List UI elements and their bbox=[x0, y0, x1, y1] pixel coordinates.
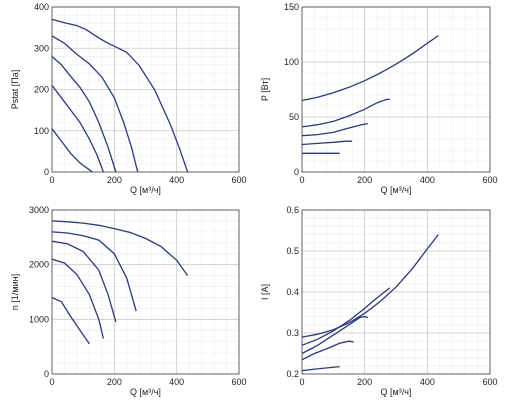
y-tick-label: 0.3 bbox=[286, 328, 299, 338]
plot-frame bbox=[51, 6, 240, 173]
series-line-3 bbox=[301, 122, 368, 137]
series-line-2 bbox=[301, 98, 390, 128]
x-tick-label: 200 bbox=[357, 175, 372, 185]
y-tick-label: 0.5 bbox=[286, 246, 299, 256]
series-line-5 bbox=[51, 128, 93, 173]
series-line-3 bbox=[51, 56, 117, 173]
x-tick-label: 600 bbox=[231, 175, 246, 185]
x-tick-label: 0 bbox=[299, 175, 304, 185]
y-tick-label: 0 bbox=[44, 167, 49, 177]
y-tick-label: 300 bbox=[34, 43, 49, 53]
series-line-1 bbox=[51, 220, 189, 276]
y-tick-label: 200 bbox=[34, 85, 49, 95]
y-axis-label: Pstat [Па] bbox=[10, 70, 20, 110]
series-line-3 bbox=[301, 315, 368, 355]
series-line-4 bbox=[51, 258, 105, 339]
chart-current: 0 200 400 600 0.2 0.3 0.4 0.5 0.6 Q [м³/ч] I [A] bbox=[260, 205, 498, 397]
x-tick-label: 0 bbox=[299, 377, 304, 387]
series-line-5 bbox=[51, 296, 90, 345]
series-line-1 bbox=[301, 234, 439, 338]
x-tick-label: 200 bbox=[107, 175, 122, 185]
series-line-4 bbox=[51, 85, 105, 173]
y-axis-label: n [1/мин] bbox=[10, 274, 20, 310]
y-tick-label: 1000 bbox=[29, 314, 49, 324]
series-line-2 bbox=[51, 35, 139, 173]
x-tick-label: 0 bbox=[49, 175, 54, 185]
x-tick-label: 600 bbox=[482, 377, 497, 387]
x-axis-label: Q [м³/ч] bbox=[381, 185, 412, 195]
x-tick-label: 400 bbox=[169, 175, 184, 185]
chart-power: 0 200 400 600 0 50 100 150 Q [м³/ч] P [Вт] bbox=[260, 2, 498, 195]
y-axis-label: P [Вт] bbox=[260, 78, 270, 101]
plot-frame bbox=[51, 209, 240, 375]
x-axis-label: Q [м³/ч] bbox=[130, 387, 161, 397]
x-tick-label: 600 bbox=[482, 175, 497, 185]
x-tick-label: 400 bbox=[169, 377, 184, 387]
x-tick-label: 400 bbox=[420, 377, 435, 387]
x-tick-label: 400 bbox=[420, 175, 435, 185]
series-line-4 bbox=[301, 340, 354, 361]
plot-frame bbox=[301, 6, 491, 173]
y-tick-label: 3000 bbox=[29, 205, 49, 215]
series-line-5 bbox=[301, 365, 340, 372]
y-tick-label: 0.2 bbox=[286, 369, 299, 379]
y-tick-label: 0.6 bbox=[286, 205, 299, 215]
series-line-4 bbox=[301, 140, 353, 146]
y-tick-label: 100 bbox=[34, 126, 49, 136]
y-tick-label: 0.4 bbox=[286, 287, 299, 297]
y-tick-label: 0 bbox=[294, 167, 299, 177]
x-axis-label: Q [м³/ч] bbox=[381, 387, 412, 397]
x-tick-label: 200 bbox=[357, 377, 372, 387]
x-tick-label: 200 bbox=[107, 377, 122, 387]
x-tick-label: 0 bbox=[49, 377, 54, 387]
y-tick-label: 50 bbox=[289, 112, 299, 122]
y-tick-label: 100 bbox=[284, 57, 299, 67]
y-tick-label: 0 bbox=[44, 369, 49, 379]
series-line-2 bbox=[301, 287, 391, 346]
series-line-1 bbox=[51, 18, 189, 173]
series-line-3 bbox=[51, 240, 117, 323]
chart-speed: 0 200 400 600 0 1000 2000 3000 Q [м³/ч] n [1/мин] bbox=[10, 205, 247, 397]
y-tick-label: 2000 bbox=[29, 260, 49, 270]
y-axis-label: I [A] bbox=[260, 284, 270, 300]
chart-pstat: 0 200 400 600 0 100 200 300 400 Q [м³/ч] Pstat [Па… bbox=[10, 2, 247, 195]
y-tick-label: 400 bbox=[34, 2, 49, 12]
y-tick-label: 150 bbox=[284, 2, 299, 12]
series-line-2 bbox=[51, 231, 137, 312]
x-tick-label: 600 bbox=[231, 377, 246, 387]
plot-frame bbox=[301, 209, 491, 375]
x-axis-label: Q [м³/ч] bbox=[130, 185, 161, 195]
series-line-1 bbox=[301, 35, 439, 102]
